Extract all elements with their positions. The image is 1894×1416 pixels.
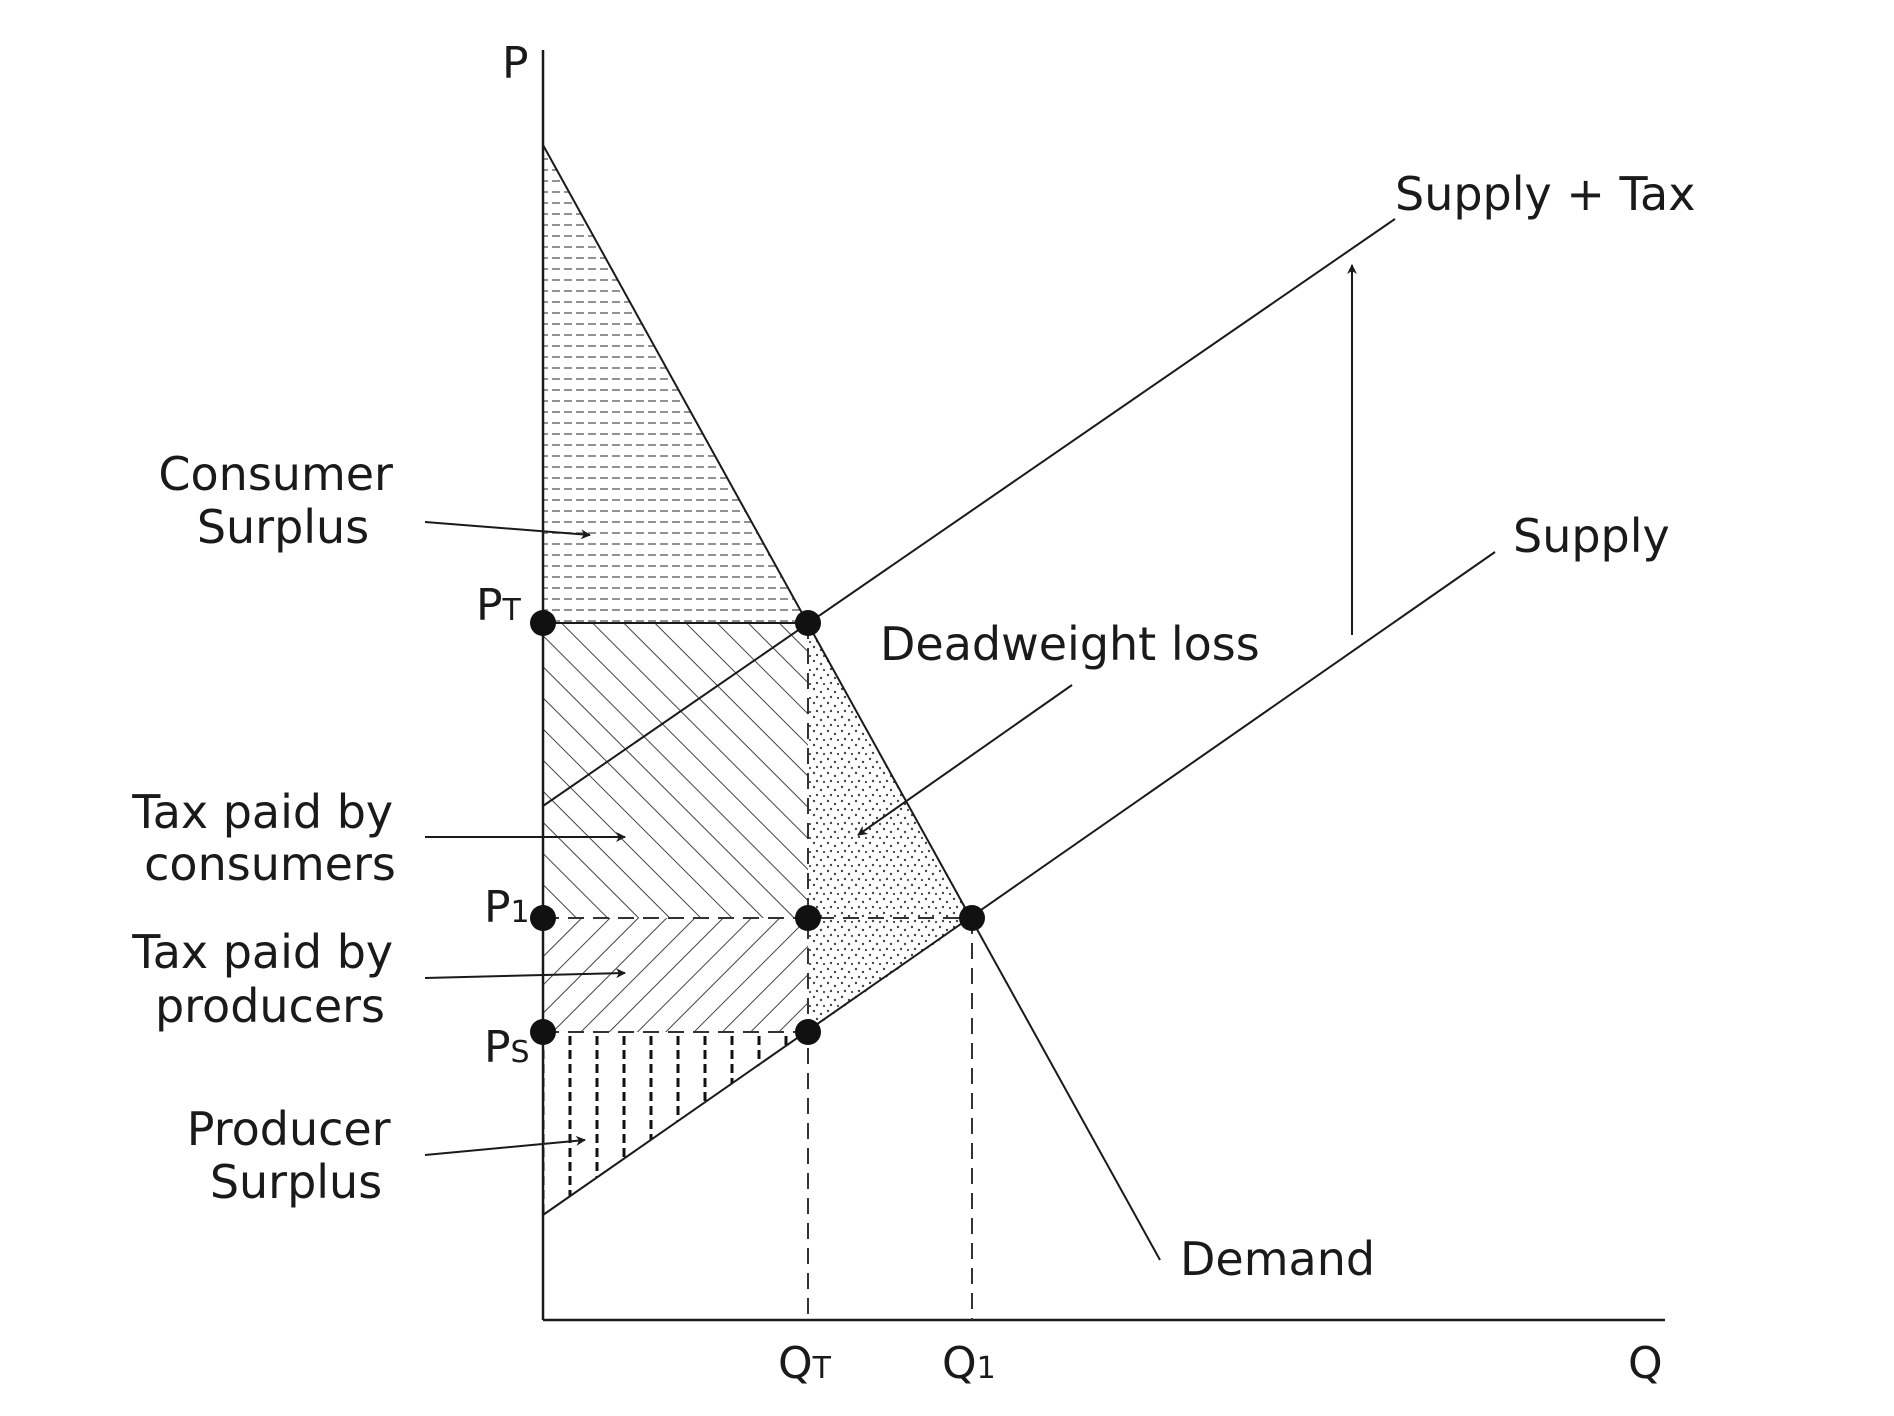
demand-label: Demand xyxy=(1180,1232,1375,1286)
producer-surplus-pointer xyxy=(424,1135,586,1156)
original-equilibrium-point xyxy=(959,905,985,931)
ps-qt-point xyxy=(795,1019,821,1045)
tax-paid-by-consumers-area xyxy=(543,623,808,918)
pt-label: PT xyxy=(476,580,522,631)
deadweight-loss-label: Deadweight loss xyxy=(880,617,1260,671)
pt-axis-point xyxy=(530,610,556,636)
p1-label: P1 xyxy=(484,882,530,933)
ps-label: PS xyxy=(484,1022,530,1073)
supply-tax-label-leader xyxy=(1391,218,1396,222)
producer-surplus-label: Producer Surplus xyxy=(187,1102,405,1209)
qt-label: QT xyxy=(778,1338,832,1389)
tax-producers-label: Tax paid by producers xyxy=(131,925,408,1033)
p1-axis-point xyxy=(530,905,556,931)
y-axis-label: P xyxy=(502,38,529,89)
supply-curve xyxy=(542,551,1496,1216)
x-axis-label: Q xyxy=(1628,1338,1663,1389)
deadweight-loss-pointer xyxy=(857,684,1073,836)
tax-consumers-label: Tax paid by consumers xyxy=(131,785,408,891)
tax-paid-by-producers-area xyxy=(543,918,808,1032)
pt-equilibrium-point xyxy=(795,610,821,636)
p1-qt-point xyxy=(795,905,821,931)
supply-plus-tax-label: Supply + Tax xyxy=(1395,167,1695,221)
supply-plus-tax-curve xyxy=(542,220,1393,807)
demand-curve xyxy=(542,144,1161,1261)
q1-label: Q1 xyxy=(942,1338,996,1389)
deadweight-loss-area xyxy=(808,623,972,1032)
ps-axis-point xyxy=(530,1019,556,1045)
consumer-surplus-pointer xyxy=(424,521,591,540)
tax-producers-pointer xyxy=(424,968,626,979)
consumer-surplus-label: Consumer Surplus xyxy=(158,447,407,554)
supply-label: Supply xyxy=(1513,509,1670,563)
